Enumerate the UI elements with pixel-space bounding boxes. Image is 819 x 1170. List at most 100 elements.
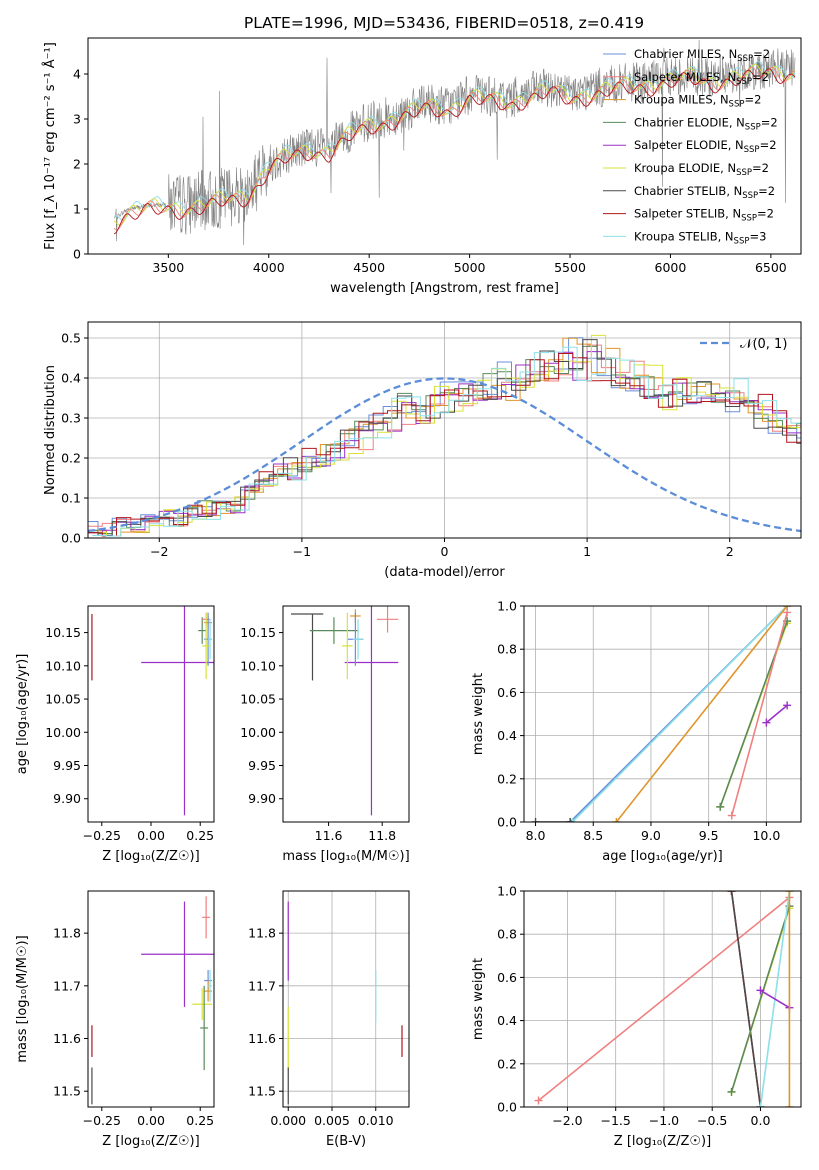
x-axis-label: Z [log₁₀(Z/Z☉)] xyxy=(102,849,199,864)
x-tick-label: −0.25 xyxy=(83,1113,121,1128)
series-line-salpeter-elodie xyxy=(760,989,790,1009)
x-axis-label: age [log₁₀(age/yr)] xyxy=(602,849,723,864)
x-tick-label: 0.00 xyxy=(137,1113,165,1128)
series-line-chabrier-elodie xyxy=(730,905,791,1093)
x-tick-label: 6000 xyxy=(655,260,687,275)
x-tick-label: 8.0 xyxy=(526,828,546,843)
x-tick-label: 4000 xyxy=(253,260,285,275)
panel-mass_vs_Z: −0.25 0.00 0.25 11.5 11.6 11.7 11.8 Z [log₁₀(Z/… xyxy=(15,890,215,1149)
figure-title: PLATE=1996, MJD=53436, FIBERID=0518, z=0… xyxy=(244,14,644,32)
x-tick-label: 2 xyxy=(726,544,734,559)
y-tick-label: 11.8 xyxy=(53,926,81,941)
x-axis-label: Z [log₁₀(Z/Z☉)] xyxy=(102,1134,199,1149)
y-tick-label: 10.15 xyxy=(240,625,276,640)
y-tick-label: 10.10 xyxy=(45,658,81,673)
legend-entry: Kroupa ELODIE, NSSP=2 xyxy=(634,161,769,178)
marker-salpeter-elodie xyxy=(756,986,765,995)
marker-salpeter-miles xyxy=(727,811,736,820)
panel-weight_vs_Z: −2.0 −1.5 −1.0 −0.5 0.0 0.0 0.2 0.4 0.6 0.8 1.0 Z [… xyxy=(471,884,802,1149)
panel-weight_vs_age: 8.0 8.5 9.0 9.5 10.0 0.0 0.2 0.4 0.6 0.8 1.0 age [l… xyxy=(471,599,802,864)
y-tick-label: 0.2 xyxy=(497,771,517,786)
plot-area-age_vs_Z xyxy=(91,606,214,816)
marker-chabrier-elodie xyxy=(716,802,725,811)
spectrum-legend: Chabrier MILES, NSSP=2 Salpeter MILES, NS… xyxy=(603,47,778,246)
marker-kroupa-miles xyxy=(785,1103,794,1107)
x-tick-label: 11.6 xyxy=(315,828,343,843)
x-axis-label: wavelength [Angstrom, rest frame] xyxy=(330,281,559,296)
series-line-kroupa-stelib xyxy=(571,606,788,822)
y-tick-label: 11.6 xyxy=(53,1031,81,1046)
y-axis-label: mass [log₁₀(M/M☉)] xyxy=(15,935,30,1062)
panel-residuals: −2 −1 0 1 2 0.0 0.1 0.2 0.3 0.4 0.5 (data-model)/er… xyxy=(43,321,802,580)
series-line-kroupa-miles xyxy=(615,606,788,822)
x-tick-label: 10.0 xyxy=(752,828,780,843)
marker-salpeter-miles xyxy=(783,608,792,617)
x-tick-label: −2 xyxy=(150,544,168,559)
y-tick-label: 10.05 xyxy=(45,692,81,707)
x-tick-label: 0.00 xyxy=(137,828,165,843)
y-tick-label: 0.0 xyxy=(497,1100,517,1115)
x-tick-label: 4500 xyxy=(353,260,385,275)
y-tick-label: 0.1 xyxy=(61,491,81,506)
y-tick-label: 9.90 xyxy=(248,791,276,806)
x-tick-label: 1 xyxy=(583,544,591,559)
marker-chabrier-stelib xyxy=(531,818,540,822)
x-tick-label: −1.0 xyxy=(649,1113,679,1128)
axes-frame xyxy=(282,605,410,823)
y-tick-label: 9.95 xyxy=(248,758,276,773)
legend-entry: Chabrier ELODIE, NSSP=2 xyxy=(634,115,778,132)
y-tick-label: 0.6 xyxy=(497,970,517,985)
x-tick-label: 6500 xyxy=(755,260,787,275)
y-tick-label: 0.4 xyxy=(61,371,81,386)
marker-salpeter-elodie xyxy=(762,718,771,727)
x-axis-label: E(B-V) xyxy=(326,1134,366,1149)
y-tick-label: 9.95 xyxy=(53,758,81,773)
legend-entry: Kroupa MILES, NSSP=2 xyxy=(634,93,761,110)
histogram-chabrier-stelib xyxy=(88,339,801,536)
axes-frame xyxy=(87,605,215,823)
x-tick-label: 0.010 xyxy=(358,1113,394,1128)
y-tick-label: 1.0 xyxy=(497,599,517,614)
y-axis-label: Flux [f_λ 10⁻¹⁷ erg cm⁻² s⁻¹ Å⁻¹] xyxy=(42,42,58,250)
y-tick-label: 1.0 xyxy=(497,884,517,899)
x-tick-label: −0.5 xyxy=(697,1113,727,1128)
y-tick-label: 10.00 xyxy=(45,725,81,740)
marker-kroupa-miles xyxy=(785,891,794,895)
series-line-salpeter-elodie xyxy=(765,704,788,724)
plot-area-mass_vs_Z xyxy=(91,896,214,1105)
y-tick-label: 0.6 xyxy=(497,685,517,700)
y-tick-label: 11.8 xyxy=(248,926,276,941)
plot-area-age_vs_mass xyxy=(291,606,399,816)
y-axis-label: mass weight xyxy=(471,958,486,1040)
axes-frame xyxy=(282,890,410,1108)
marker-kroupa-miles xyxy=(612,818,621,822)
legend-entry: Salpeter MILES, NSSP=2 xyxy=(634,70,769,87)
histogram-salpeter-elodie xyxy=(88,351,801,534)
x-tick-label: 9.0 xyxy=(641,828,661,843)
model-spectrum-salpeter-stelib xyxy=(113,68,796,235)
axes-frame xyxy=(523,605,802,823)
histogram-kroupa-stelib xyxy=(92,346,801,537)
model-spectrum-salpeter-miles xyxy=(113,66,795,231)
plot-area-weight_vs_Z xyxy=(524,891,801,1107)
legend-entry: Salpeter ELODIE, NSSP=2 xyxy=(634,138,777,155)
legend-entry: 𝒩(0, 1) xyxy=(740,337,787,352)
x-axis-label: mass [log₁₀(M/M☉)] xyxy=(282,849,409,864)
axes-frame xyxy=(523,890,802,1108)
marker-salpeter-miles xyxy=(534,1096,543,1105)
y-tick-label: 2 xyxy=(73,157,81,172)
panel-age_vs_mass: 11.6 11.8 9.90 9.95 10.00 10.05 10.10 10.15 mass… xyxy=(240,605,410,864)
x-tick-label: −1.5 xyxy=(601,1113,631,1128)
x-tick-label: 5000 xyxy=(454,260,486,275)
x-axis-label: Z [log₁₀(Z/Z☉)] xyxy=(614,1134,711,1149)
series-line-salpeter-miles xyxy=(537,896,790,1102)
x-tick-label: 11.8 xyxy=(368,828,396,843)
x-tick-label: 0.25 xyxy=(186,828,214,843)
y-tick-label: 11.7 xyxy=(53,978,81,993)
series-line-salpeter-miles xyxy=(730,612,788,816)
y-tick-label: 10.10 xyxy=(240,658,276,673)
marker-chabrier-stelib xyxy=(566,818,575,822)
x-axis-label: (data-model)/error xyxy=(384,565,505,580)
y-tick-label: 11.6 xyxy=(248,1031,276,1046)
plot-area-mass_vs_ebv xyxy=(283,891,409,1107)
